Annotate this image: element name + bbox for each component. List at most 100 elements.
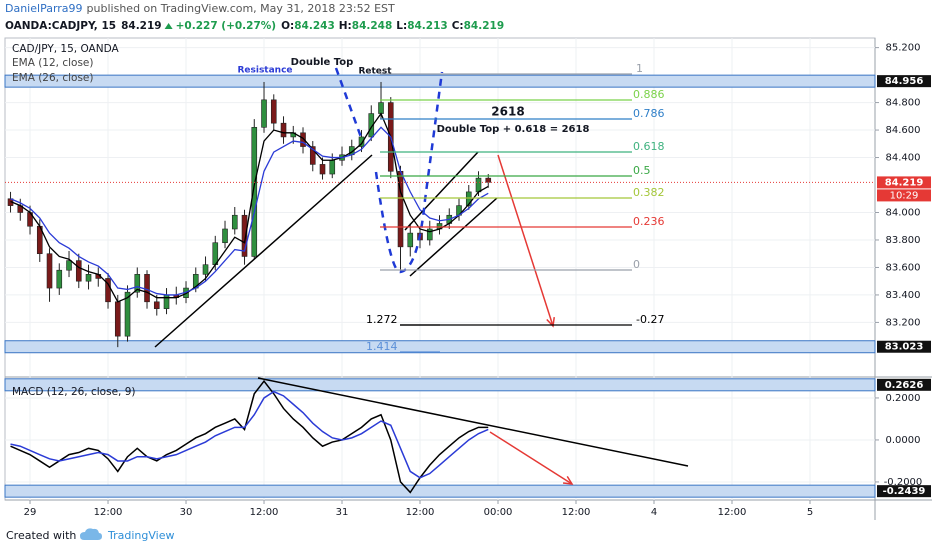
fib-label: 0.382 xyxy=(633,186,665,199)
candle-body xyxy=(280,122,287,138)
macd-trend-line xyxy=(257,377,689,467)
candle-body xyxy=(309,146,316,165)
candle-body xyxy=(358,136,365,147)
series-line xyxy=(10,379,489,494)
level-label: 0.2626 xyxy=(885,380,924,391)
double-top-curve xyxy=(334,67,444,274)
candle-body xyxy=(153,301,160,309)
fib-label: 0.886 xyxy=(633,88,665,101)
candle-body xyxy=(329,159,336,175)
x-tick-label: 30 xyxy=(180,507,193,518)
y-tick-label: 84.800 xyxy=(886,98,921,109)
publish-line: DanielParra99 published on TradingView.co… xyxy=(5,2,395,15)
y-tick-label: 83.400 xyxy=(886,290,921,301)
footer-brand[interactable]: TradingView xyxy=(107,529,174,542)
symbol: OANDA:CADJPY, 15 xyxy=(5,20,116,32)
pane-title: MACD (12, 26, close, 9) xyxy=(12,386,135,398)
forecast-arrow xyxy=(497,154,554,327)
brand-logo xyxy=(80,528,102,540)
ohlc-value: 84.248 xyxy=(352,20,393,32)
level-label-box xyxy=(877,340,931,353)
fib-label: 0.618 xyxy=(633,140,665,153)
published: published on TradingView.com, May 31, 20… xyxy=(87,2,395,15)
y-tick-label: 84.400 xyxy=(886,153,921,164)
candle-body xyxy=(475,177,482,193)
series-line xyxy=(10,126,489,296)
series-line xyxy=(10,112,489,303)
candle-body xyxy=(163,294,170,309)
candle-body xyxy=(319,164,326,175)
candle-body xyxy=(105,278,111,303)
annotation: Retest xyxy=(358,67,392,77)
fib-label: 0.236 xyxy=(633,215,665,228)
x-tick-label: 29 xyxy=(24,507,37,518)
y-tick-label: 84.600 xyxy=(886,125,921,136)
annotation: Double Top + 0.618 = 2618 xyxy=(437,124,590,135)
candle-body xyxy=(85,274,92,282)
annotation: Resistance xyxy=(237,66,292,76)
y-tick-label: 83.600 xyxy=(886,262,921,273)
last: 84.219 xyxy=(121,20,162,32)
x-tick-label: 12:00 xyxy=(94,507,123,518)
candle-body xyxy=(426,228,433,241)
last-price-box xyxy=(877,176,931,189)
x-tick-label: 12:00 xyxy=(250,507,279,518)
fib-label: 1 xyxy=(636,62,643,75)
annotation: Double Top xyxy=(291,57,354,68)
fib-label: 0 xyxy=(633,258,640,271)
x-tick-label: 31 xyxy=(336,507,349,518)
candle-body xyxy=(485,177,492,183)
ohlc-value: 84.243 xyxy=(294,20,335,32)
fib-label: 1.272 xyxy=(366,313,398,326)
countdown-label: 10:29 xyxy=(890,190,919,201)
candle-body xyxy=(231,214,238,230)
countdown-box xyxy=(877,189,931,202)
level-label: 83.023 xyxy=(885,342,924,353)
y-tick-label: 0.0000 xyxy=(886,435,921,446)
candle-body xyxy=(465,191,472,206)
candle-body xyxy=(261,99,267,128)
candle-body xyxy=(56,269,63,289)
ohlc-value: 84.213 xyxy=(407,20,448,32)
level-label-box xyxy=(877,378,931,391)
symbol-line: OANDA:CADJPY, 15 84.219 +0.227 (+0.27%) O:8… xyxy=(5,20,504,32)
candle-body xyxy=(241,214,248,257)
y-tick-label: -0.2000 xyxy=(884,477,923,488)
candle-body xyxy=(114,301,121,337)
candle-body xyxy=(300,132,306,147)
candle-body xyxy=(368,113,375,138)
y-tick-label: 0.2000 xyxy=(886,393,921,404)
level-band xyxy=(4,340,876,354)
ohlc-label: H: xyxy=(339,20,352,32)
level-label: 84.956 xyxy=(885,76,924,87)
ohlc-value: 84.219 xyxy=(464,20,505,32)
last-price-label: 84.219 xyxy=(885,177,924,188)
candle-body xyxy=(251,127,258,257)
legend-entry: EMA (12, close) xyxy=(12,57,94,69)
annotation: 2618 xyxy=(491,105,524,119)
candle-body xyxy=(124,291,131,337)
x-tick-label: 12:00 xyxy=(406,507,435,518)
arrow-head xyxy=(546,316,555,328)
trend-line xyxy=(154,154,373,348)
channel-line xyxy=(409,197,498,277)
level-label-box xyxy=(877,485,931,498)
forecast-arrow xyxy=(489,431,573,485)
candle-body xyxy=(270,99,277,124)
candle-body xyxy=(144,274,150,303)
pane-title: CAD/JPY, 15, OANDA xyxy=(12,43,119,55)
x-tick-label: 12:00 xyxy=(718,507,747,518)
fib-label: 0.786 xyxy=(633,107,665,120)
y-tick-label: 85.200 xyxy=(886,43,921,54)
x-tick-label: 12:00 xyxy=(562,507,591,518)
candle-body xyxy=(46,253,53,289)
publisher[interactable]: DanielParra99 xyxy=(5,2,83,15)
ohlc-label: C: xyxy=(452,20,464,32)
candle-body xyxy=(134,274,141,293)
level-label-box xyxy=(877,75,931,88)
candle-body xyxy=(75,260,82,282)
legend-entry: EMA (26, close) xyxy=(12,72,94,84)
ohlc-label: L: xyxy=(396,20,407,32)
ohlc-label: O: xyxy=(281,20,294,32)
